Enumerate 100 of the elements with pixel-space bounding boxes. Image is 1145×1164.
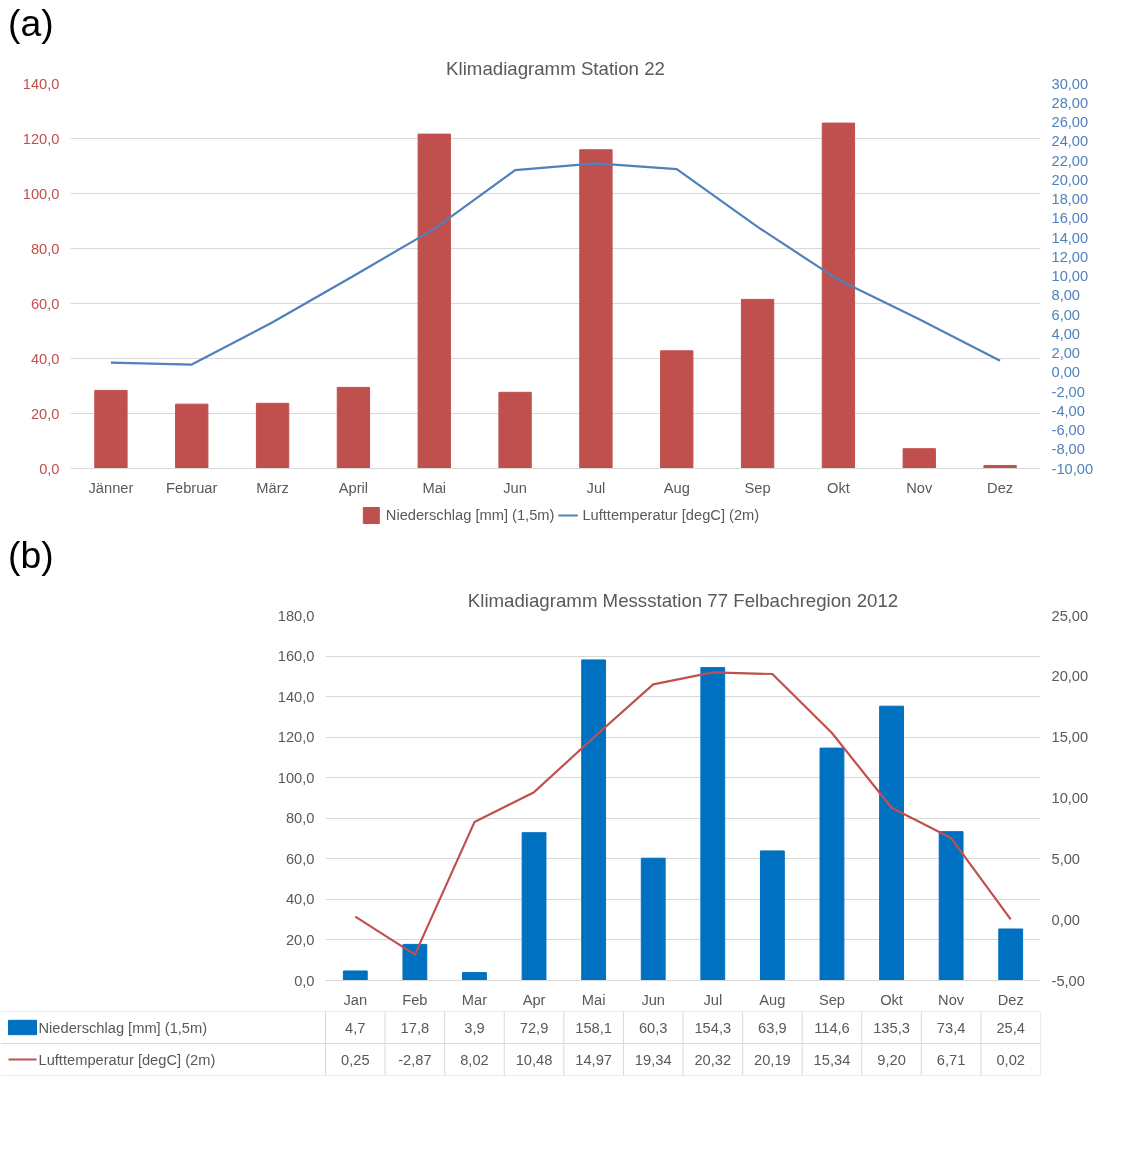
y2-tick-label: 20,00 bbox=[1051, 171, 1089, 188]
y-tick-label: 0,0 bbox=[39, 460, 60, 477]
x-tick-label: Mai bbox=[581, 991, 606, 1008]
y2-tick-label: 2,00 bbox=[1051, 345, 1081, 361]
y2-tick-label: 5,00 bbox=[1051, 850, 1081, 867]
y-tick-label: 120,0 bbox=[22, 130, 60, 147]
y-tick-label: 100,0 bbox=[277, 769, 315, 786]
legend-label: Niederschlag [mm] (1,5m) bbox=[385, 507, 555, 523]
y-tick-label: 160,0 bbox=[277, 648, 315, 665]
data-label: 14,97 bbox=[575, 1051, 612, 1068]
y-tick-label: 60,0 bbox=[285, 850, 315, 867]
x-tick-label: Jul bbox=[703, 991, 723, 1008]
y-tick-label: 100,0 bbox=[22, 185, 60, 202]
x-tick-label: Jun bbox=[641, 991, 666, 1008]
bar bbox=[94, 389, 128, 469]
x-tick-label: Nov bbox=[938, 991, 965, 1008]
y2-tick-label: 15,00 bbox=[1051, 729, 1089, 746]
y-tick-label: 0,0 bbox=[294, 972, 315, 989]
data-label: 19,34 bbox=[634, 1051, 672, 1068]
y2-tick-label: 16,00 bbox=[1051, 210, 1089, 227]
data-label: 6,71 bbox=[936, 1051, 966, 1068]
data-label: 20,19 bbox=[754, 1051, 791, 1068]
data-label: 154,3 bbox=[694, 1019, 732, 1036]
line-series bbox=[109, 162, 1002, 366]
x-tick-label: Jun bbox=[503, 479, 527, 496]
x-tick-label: Aug bbox=[663, 479, 690, 496]
y2-tick-label: 4,00 bbox=[1051, 325, 1081, 342]
data-label: 72,9 bbox=[519, 1019, 549, 1036]
y2-tick-label: 22,00 bbox=[1051, 152, 1089, 169]
y2-tick-label: 0,00 bbox=[1051, 364, 1081, 381]
data-label: 15,34 bbox=[813, 1051, 851, 1068]
x-tick-label: Mar bbox=[461, 991, 488, 1008]
bar bbox=[462, 972, 487, 981]
x-tick-label: Apr bbox=[522, 991, 546, 1008]
y-tick-label: 80,0 bbox=[285, 810, 315, 827]
data-label: 9,20 bbox=[877, 1051, 906, 1068]
data-label: 4,7 bbox=[345, 1019, 366, 1036]
y2-tick-label: 10,00 bbox=[1051, 790, 1089, 806]
y2-tick-label: 18,00 bbox=[1051, 191, 1089, 207]
y-tick-label: 140,0 bbox=[22, 75, 60, 92]
bar bbox=[402, 943, 428, 981]
bar bbox=[700, 667, 726, 981]
y-tick-label: 20,0 bbox=[30, 405, 60, 422]
text: (a) bbox=[8, 2, 54, 44]
x-tick-label: Dez bbox=[987, 479, 1014, 496]
y2-tick-label: 0,00 bbox=[1051, 911, 1081, 928]
y2-tick-label: -6,00 bbox=[1051, 422, 1085, 438]
y2-tick-label: 20,00 bbox=[1051, 668, 1089, 685]
bar bbox=[759, 850, 785, 981]
bar bbox=[336, 386, 371, 469]
y-tick-label: 40,0 bbox=[30, 350, 60, 367]
x-tick-label: Feb bbox=[402, 991, 428, 1008]
y2-tick-label: 26,00 bbox=[1051, 114, 1089, 130]
y2-tick-label: 8,00 bbox=[1051, 287, 1081, 304]
bar bbox=[498, 391, 532, 469]
data-label: 63,9 bbox=[758, 1019, 787, 1036]
data-label: 8,02 bbox=[460, 1051, 489, 1068]
data-label: 20,32 bbox=[694, 1051, 732, 1068]
data-label: 60,3 bbox=[638, 1019, 668, 1036]
y2-tick-label: 12,00 bbox=[1051, 248, 1089, 265]
data-label: 114,6 bbox=[814, 1019, 850, 1036]
line-series bbox=[354, 671, 1012, 956]
bar bbox=[879, 705, 904, 981]
y2-tick-label: 25,00 bbox=[1051, 607, 1089, 624]
y-tick-label: 80,0 bbox=[30, 240, 60, 257]
y-tick-label: 180,0 bbox=[277, 607, 315, 624]
x-tick-label: Okt bbox=[880, 991, 903, 1008]
y2-tick-label: -2,00 bbox=[1051, 383, 1085, 400]
y2-tick-label: -5,00 bbox=[1051, 972, 1085, 989]
bar bbox=[660, 350, 694, 469]
x-tick-label: Okt bbox=[827, 479, 850, 496]
y2-tick-label: -10,00 bbox=[1051, 460, 1094, 477]
text: (b) bbox=[8, 534, 54, 576]
data-label: -2,87 bbox=[398, 1051, 432, 1068]
bar bbox=[255, 402, 290, 469]
x-tick-label: Aug bbox=[759, 991, 786, 1008]
bar bbox=[938, 831, 964, 981]
chart-title: Klimadiagramm Station 22 bbox=[446, 57, 665, 79]
y2-tick-label: 10,00 bbox=[1051, 268, 1089, 284]
bar bbox=[902, 448, 936, 469]
bar bbox=[640, 857, 666, 981]
x-tick-label: Dez bbox=[997, 991, 1024, 1008]
legend-label: Niederschlag [mm] (1,5m) bbox=[38, 1019, 208, 1036]
x-tick-label: Jan bbox=[343, 991, 368, 1008]
x-tick-label: März bbox=[256, 479, 289, 496]
y2-tick-label: -8,00 bbox=[1051, 441, 1085, 458]
y-tick-label: 20,0 bbox=[285, 931, 315, 948]
legend-label: Lufttemperatur [degC] (2m) bbox=[38, 1051, 216, 1068]
x-tick-label: April bbox=[338, 479, 369, 496]
data-label: 10,48 bbox=[515, 1051, 553, 1068]
y2-tick-label: 6,00 bbox=[1051, 306, 1081, 323]
bar bbox=[579, 149, 613, 469]
data-label: 3,9 bbox=[464, 1019, 485, 1036]
bar bbox=[821, 122, 856, 469]
data-label: 158,1 bbox=[575, 1019, 612, 1036]
data-label: 0,25 bbox=[341, 1051, 370, 1068]
x-tick-label: Sep bbox=[744, 479, 771, 496]
data-label: 17,8 bbox=[400, 1019, 430, 1036]
bar bbox=[417, 133, 451, 469]
data-label: 25,4 bbox=[996, 1019, 1025, 1036]
